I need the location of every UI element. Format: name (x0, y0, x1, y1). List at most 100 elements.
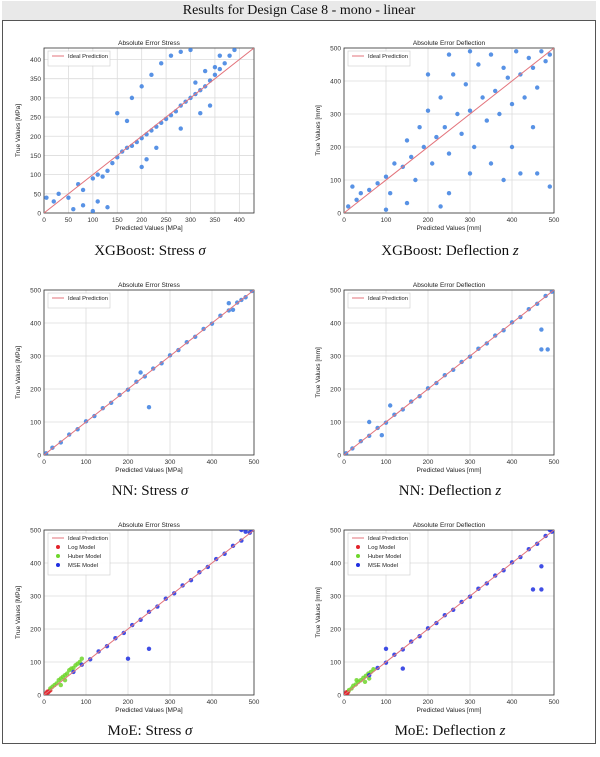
x-tick-label: 200 (423, 459, 434, 466)
panel-xgboost-stress: 0 50 100 150 200 250 300 350 400 0 50 100 150 200 250 3… (0, 30, 300, 275)
scatter-point (476, 62, 481, 67)
figure-header: Results for Design Case 8 - mono - linea… (2, 1, 596, 21)
y-tick-label: 300 (330, 354, 341, 361)
scatter-point (105, 168, 110, 173)
y-tick-label: 500 (330, 46, 341, 53)
x-tick-label: 300 (165, 699, 176, 706)
scatter-point (207, 103, 213, 108)
scatter-point (484, 118, 489, 123)
y-tick-label: 100 (330, 420, 341, 427)
scatter-point (350, 184, 355, 189)
caption-text: NN: Deflection (398, 483, 496, 499)
scatter-point (467, 171, 473, 176)
chart-nn-deflection: 0 100 200 300 400 500 0 100 200 300 400 500 Absolute… (315, 282, 560, 474)
y-tick-label: 200 (330, 145, 341, 152)
legend-label: Log Model (368, 545, 395, 551)
ideal-prediction-line (44, 290, 254, 455)
scatter-point (222, 61, 227, 66)
x-tick-label: 0 (42, 459, 46, 466)
scatter-point (438, 95, 443, 100)
scatter-point (501, 65, 506, 70)
x-tick-label: 100 (81, 699, 92, 706)
scatter-point (139, 164, 144, 170)
x-tick-label: 50 (65, 217, 73, 224)
caption-symbol: σ (198, 243, 206, 259)
caption-symbol: z (512, 243, 519, 259)
scatter-point (44, 195, 49, 200)
ideal-prediction-line (344, 290, 554, 455)
plot-area (343, 529, 555, 696)
scatter-point (530, 65, 536, 70)
x-tick-label: 100 (381, 699, 392, 706)
scatter-point (459, 131, 464, 136)
scatter-point (425, 108, 431, 113)
y-tick-label: 200 (30, 134, 41, 141)
y-axis-label: True Values [MPa] (15, 104, 22, 157)
scatter-point (144, 157, 149, 162)
scatter-point (354, 677, 359, 683)
x-tick-label: 500 (549, 217, 560, 224)
y-tick-label: 100 (330, 660, 341, 667)
y-tick-label: 500 (330, 288, 341, 295)
y-tick-label: 400 (30, 57, 41, 64)
scatter-point (80, 203, 86, 208)
y-tick-label: 0 (337, 453, 341, 460)
caption-symbol: z (499, 723, 506, 739)
y-tick-label: 300 (30, 354, 41, 361)
legend: Ideal Prediction (347, 292, 411, 309)
scatter-point (467, 108, 473, 113)
legend-label: Huber Model (368, 554, 401, 560)
caption-text: XGBoost: Deflection (381, 243, 513, 259)
scatter-point (543, 59, 548, 64)
legend-marker (56, 563, 60, 567)
y-tick-label: 500 (330, 528, 341, 535)
scatter-point (404, 200, 410, 206)
plot-area (343, 47, 555, 214)
scatter-point (227, 53, 232, 58)
scatter-point (202, 68, 208, 74)
scatter-point (90, 208, 96, 213)
caption-moe-stress: MoE: Stress σ (0, 723, 300, 740)
legend-box (47, 50, 111, 67)
scatter-point (146, 404, 152, 410)
x-tick-label: 500 (549, 699, 560, 706)
caption-symbol: σ (180, 483, 189, 499)
legend-label: MSE Model (368, 563, 398, 569)
x-tick-label: 350 (210, 217, 221, 224)
y-tick-label: 200 (30, 627, 41, 634)
chart-title: Absolute Error Stress (118, 522, 181, 529)
y-tick-label: 400 (330, 79, 341, 86)
y-tick-label: 100 (330, 178, 341, 185)
x-axis-label: Predicted Values [MPa] (115, 707, 183, 714)
scatter-point (362, 679, 368, 684)
x-tick-label: 0 (342, 699, 346, 706)
scatter-point (66, 195, 71, 200)
scatter-point (367, 187, 372, 193)
chart-xgboost-deflection: 0 100 200 300 400 500 0 100 200 300 400 500 Absolute… (315, 40, 560, 232)
x-axis-label: Predicted Values [MPa] (115, 225, 183, 232)
legend-label: Ideal Prediction (68, 296, 108, 302)
scatter-point (409, 154, 414, 160)
scatter-point (388, 191, 393, 196)
y-tick-label: 300 (330, 594, 341, 601)
caption-xgboost-stress: XGBoost: Stress σ (0, 243, 300, 260)
y-tick-label: 100 (30, 172, 41, 179)
plot-area (43, 47, 255, 214)
scatter-point (421, 144, 426, 150)
scatter-point (472, 144, 477, 150)
x-tick-label: 500 (549, 459, 560, 466)
scatter-point (425, 72, 431, 77)
ideal-prediction-line (344, 48, 554, 213)
scatter-point (455, 111, 460, 117)
y-tick-label: 200 (330, 627, 341, 634)
caption-text: MoE: Deflection (394, 723, 500, 739)
scatter-point (217, 53, 223, 58)
legend-marker (356, 563, 360, 567)
plot-area (43, 529, 255, 696)
scatter-point (539, 327, 544, 332)
scatter-point (124, 118, 130, 124)
legend-label: MSE Model (68, 563, 98, 569)
x-axis-label: Predicted Values [MPa] (115, 467, 183, 474)
panel-moe-stress: 0 100 200 300 400 500 0 100 200 300 400 500 Absolute… (0, 512, 300, 757)
caption-text: MoE: Stress (107, 723, 186, 739)
